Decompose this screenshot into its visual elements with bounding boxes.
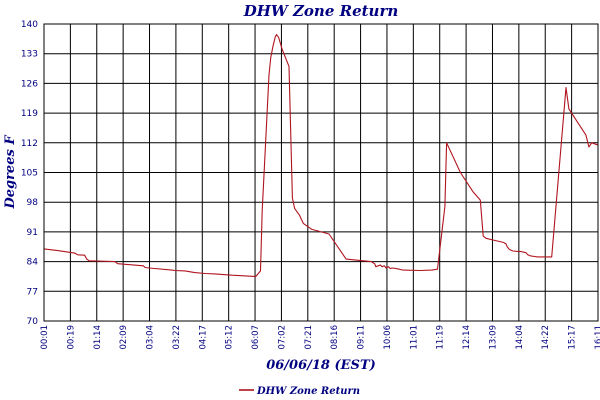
chart-title: DHW Zone Return [243,2,399,20]
y-axis-title: Degrees F [3,135,18,210]
legend-label: DHW Zone Return [256,386,360,397]
y-tick-label: 133 [21,50,38,60]
x-tick-label: 00:01 [40,325,50,350]
y-tick-label: 126 [21,79,38,89]
y-tick-label: 84 [27,258,39,268]
plot-frame [43,23,599,322]
x-axis-title: 06/06/18 (EST) [266,358,376,373]
x-tick-label: 04:17 [198,325,208,350]
x-tick-label: 15:17 [568,325,578,350]
y-tick-label: 91 [27,228,38,238]
x-tick-label: 01:14 [93,325,103,350]
series-layer [43,34,598,277]
x-tick-label: 11:01 [409,325,419,350]
x-tick-label: 07:21 [304,325,314,350]
x-tick-label: 12:14 [462,325,472,350]
x-tick-label: 10:06 [383,325,393,350]
x-tick-label: 05:12 [225,325,235,350]
y-tick-label: 70 [27,317,39,327]
y-tick-label: 119 [21,109,38,119]
y-tick-label: 98 [27,198,39,208]
x-tick-label: 03:22 [172,325,182,350]
x-tick-label: 11:19 [436,325,446,350]
x-tick-label: 09:11 [357,325,367,350]
grid-lines [43,23,599,322]
y-tick-label: 105 [21,169,38,179]
x-tick-label: 13:09 [488,325,498,350]
y-tick-label: 112 [21,139,38,149]
x-tick-label: 03:04 [146,325,156,350]
x-tick-label: 00:19 [66,325,76,350]
x-tick-label: 14:04 [515,325,525,350]
x-tick-label: 08:16 [330,325,340,350]
x-tick-label: 14:22 [541,325,551,350]
x-tick-label: 02:09 [119,325,129,350]
x-tick-labels: 00:01 00:19 01:14 02:09 03:04 03:22 04:17 05:12… [40,325,600,350]
y-tick-labels: 70 77 84 91 98 105 112 119 126 133 140 [21,20,38,327]
legend: DHW Zone Return [239,386,360,397]
x-tick-label: 16:11 [594,325,600,350]
y-tick-label: 140 [21,20,38,30]
x-tick-label: 06:07 [251,325,261,350]
x-tick-label: 07:02 [277,325,287,350]
series-line [43,34,598,277]
y-tick-label: 77 [27,287,38,297]
